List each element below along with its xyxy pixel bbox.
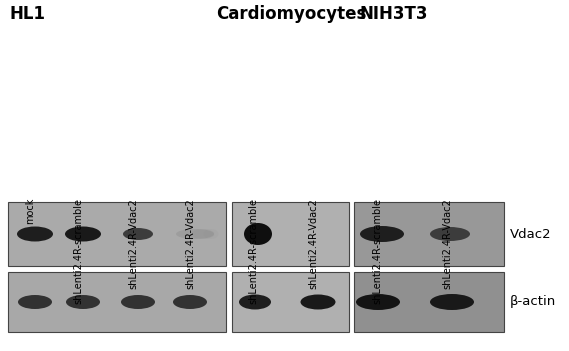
- Text: shLenti2.4R-scramble: shLenti2.4R-scramble: [372, 198, 382, 304]
- Text: HL1: HL1: [10, 5, 46, 23]
- Ellipse shape: [430, 227, 470, 241]
- Bar: [8, 202, 226, 266]
- Ellipse shape: [356, 294, 400, 310]
- Ellipse shape: [176, 229, 214, 239]
- Ellipse shape: [360, 226, 404, 242]
- Ellipse shape: [239, 294, 271, 310]
- Bar: [232, 272, 349, 332]
- Ellipse shape: [18, 295, 52, 309]
- Text: shLenti2.4R-Vdac2: shLenti2.4R-Vdac2: [185, 198, 195, 289]
- Ellipse shape: [123, 228, 153, 240]
- Ellipse shape: [244, 223, 272, 245]
- Ellipse shape: [203, 229, 218, 239]
- Ellipse shape: [430, 294, 474, 310]
- Ellipse shape: [300, 294, 336, 310]
- Text: shLenti2.4R-scramble: shLenti2.4R-scramble: [248, 198, 258, 304]
- Ellipse shape: [65, 226, 101, 241]
- Text: shLenti2.4R-Vdac2: shLenti2.4R-Vdac2: [128, 198, 138, 289]
- Bar: [8, 272, 226, 332]
- Bar: [354, 202, 504, 266]
- Text: shLenti2.4R-Vdac2: shLenti2.4R-Vdac2: [442, 198, 452, 289]
- Text: NIH3T3: NIH3T3: [360, 5, 428, 23]
- Text: Cardiomyocytes: Cardiomyocytes: [216, 5, 366, 23]
- Bar: [232, 202, 349, 266]
- Ellipse shape: [173, 295, 207, 309]
- Bar: [354, 272, 504, 332]
- Ellipse shape: [66, 295, 100, 309]
- Text: shLenti2.4R-scramble: shLenti2.4R-scramble: [73, 198, 83, 304]
- Ellipse shape: [192, 229, 215, 239]
- Text: shLenti2.4R-Vdac2: shLenti2.4R-Vdac2: [308, 198, 318, 289]
- Text: mock: mock: [25, 198, 35, 224]
- Ellipse shape: [121, 295, 155, 309]
- Ellipse shape: [17, 226, 53, 241]
- Text: β-actin: β-actin: [510, 296, 556, 309]
- Text: Vdac2: Vdac2: [510, 227, 551, 240]
